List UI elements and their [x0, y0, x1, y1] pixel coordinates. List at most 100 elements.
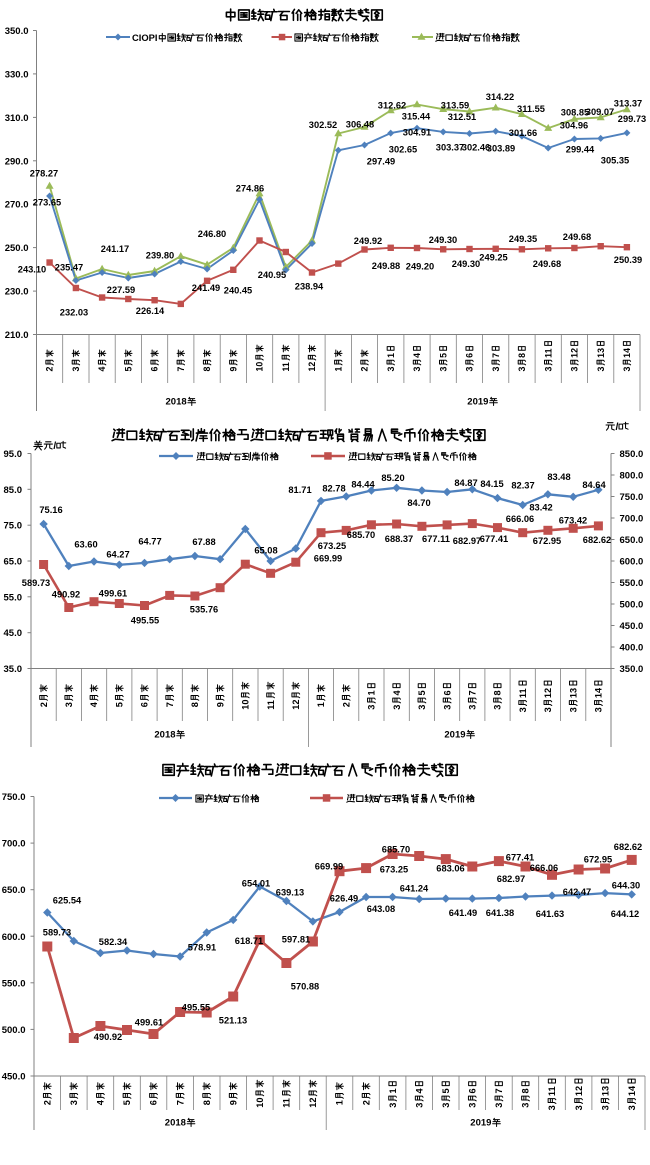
svg-text:677.41: 677.41 — [480, 534, 508, 544]
svg-text:4: 4 — [96, 1099, 106, 1105]
svg-text:641.38: 641.38 — [486, 908, 514, 918]
svg-text:12: 12 — [291, 700, 301, 710]
svg-text:84.44: 84.44 — [351, 479, 375, 489]
svg-text:7: 7 — [165, 702, 175, 707]
svg-text:3: 3 — [574, 1105, 584, 1110]
svg-text:1: 1 — [335, 1100, 345, 1105]
svg-text:13: 13 — [568, 688, 578, 698]
svg-text:249.68: 249.68 — [533, 259, 561, 269]
svg-text:3: 3 — [491, 367, 501, 372]
svg-text:2018: 2018 — [154, 729, 175, 740]
svg-text:600.0: 600.0 — [2, 932, 26, 943]
svg-text:2019: 2019 — [444, 729, 465, 740]
svg-text:250.0: 250.0 — [5, 243, 29, 254]
svg-text:82.37: 82.37 — [511, 480, 534, 490]
svg-text:3: 3 — [493, 705, 503, 710]
svg-text:83.48: 83.48 — [547, 472, 570, 482]
svg-text:302.52: 302.52 — [309, 120, 337, 130]
svg-text:850.0: 850.0 — [620, 449, 644, 460]
svg-text:7: 7 — [491, 353, 501, 358]
svg-text:685.70: 685.70 — [382, 844, 410, 854]
svg-text:600.0: 600.0 — [620, 557, 644, 568]
svg-text:10: 10 — [241, 700, 251, 710]
svg-text:2019: 2019 — [467, 396, 488, 407]
svg-text:3: 3 — [441, 1103, 451, 1108]
svg-text:210.0: 210.0 — [5, 330, 29, 341]
svg-text:641.63: 641.63 — [536, 909, 564, 919]
svg-text:578.91: 578.91 — [188, 942, 216, 952]
svg-text:499.61: 499.61 — [99, 588, 127, 598]
svg-text:309.07: 309.07 — [586, 107, 614, 117]
svg-text:2: 2 — [43, 1100, 53, 1105]
svg-text:302.46: 302.46 — [462, 142, 490, 152]
svg-text:11: 11 — [282, 1098, 292, 1108]
svg-text:3: 3 — [494, 1103, 504, 1108]
svg-text:249.25: 249.25 — [479, 252, 507, 262]
svg-text:350.0: 350.0 — [620, 664, 644, 675]
svg-text:3: 3 — [442, 705, 452, 710]
svg-text:400.0: 400.0 — [620, 643, 644, 654]
svg-text:3: 3 — [386, 367, 396, 372]
svg-text:5: 5 — [417, 690, 427, 695]
svg-text:683.06: 683.06 — [436, 863, 464, 873]
svg-text:4: 4 — [412, 353, 422, 358]
svg-text:241.17: 241.17 — [101, 244, 129, 254]
svg-text:303.89: 303.89 — [487, 143, 515, 153]
svg-text:11: 11 — [543, 348, 553, 357]
svg-text:249.68: 249.68 — [563, 232, 591, 242]
svg-text:304.96: 304.96 — [560, 120, 588, 130]
svg-text:644.12: 644.12 — [611, 909, 639, 919]
svg-text:303.37: 303.37 — [436, 142, 464, 152]
svg-text:521.13: 521.13 — [219, 1015, 247, 1025]
svg-text:64.27: 64.27 — [106, 549, 129, 559]
svg-text:10: 10 — [255, 362, 265, 372]
svg-text:641.24: 641.24 — [400, 883, 429, 893]
svg-text:3: 3 — [543, 707, 553, 712]
svg-text:249.88: 249.88 — [372, 261, 400, 271]
svg-text:8: 8 — [517, 353, 527, 358]
svg-text:4: 4 — [97, 367, 107, 372]
svg-text:14: 14 — [594, 687, 604, 698]
svg-text:84.64: 84.64 — [582, 480, 606, 490]
svg-text:650.0: 650.0 — [2, 885, 26, 896]
svg-text:4: 4 — [392, 690, 402, 696]
svg-text:639.13: 639.13 — [276, 887, 304, 897]
svg-text:85.20: 85.20 — [381, 473, 404, 483]
svg-text:550.0: 550.0 — [2, 978, 26, 989]
svg-text:642.47: 642.47 — [563, 887, 591, 897]
svg-text:240.95: 240.95 — [258, 270, 286, 280]
svg-text:7: 7 — [175, 1100, 185, 1105]
svg-text:3: 3 — [622, 367, 632, 372]
svg-text:6: 6 — [149, 1100, 159, 1105]
svg-text:589.73: 589.73 — [22, 578, 50, 588]
svg-text:14: 14 — [622, 348, 632, 358]
svg-text:7: 7 — [468, 690, 478, 695]
svg-text:304.91: 304.91 — [403, 127, 431, 137]
svg-text:240.45: 240.45 — [224, 285, 252, 295]
svg-text:226.14: 226.14 — [136, 306, 165, 316]
svg-text:3: 3 — [414, 1103, 424, 1108]
svg-text:2: 2 — [361, 1100, 371, 1105]
svg-text:273.65: 273.65 — [33, 197, 61, 207]
svg-text:95.0: 95.0 — [4, 449, 23, 460]
svg-text:246.80: 246.80 — [198, 229, 226, 239]
svg-text:CIOPI: CIOPI — [132, 32, 158, 43]
svg-text:666.06: 666.06 — [530, 863, 558, 873]
svg-text:278.27: 278.27 — [30, 168, 58, 178]
svg-text:45.0: 45.0 — [4, 628, 23, 639]
svg-text:582.34: 582.34 — [99, 937, 128, 947]
svg-text:290.0: 290.0 — [5, 156, 29, 167]
svg-text:299.44: 299.44 — [566, 144, 595, 154]
svg-text:5: 5 — [123, 367, 133, 372]
svg-text:232.03: 232.03 — [60, 307, 88, 317]
svg-text:84.15: 84.15 — [480, 479, 503, 489]
svg-text:3: 3 — [568, 707, 578, 712]
svg-text:230.0: 230.0 — [5, 287, 29, 298]
svg-text:82.78: 82.78 — [322, 483, 345, 493]
svg-text:682.97: 682.97 — [497, 874, 525, 884]
svg-text:495.55: 495.55 — [131, 616, 159, 626]
svg-text:12: 12 — [574, 1086, 584, 1096]
svg-text:626.49: 626.49 — [330, 893, 358, 903]
svg-text:85.0: 85.0 — [4, 485, 23, 496]
svg-text:249.92: 249.92 — [354, 236, 382, 246]
